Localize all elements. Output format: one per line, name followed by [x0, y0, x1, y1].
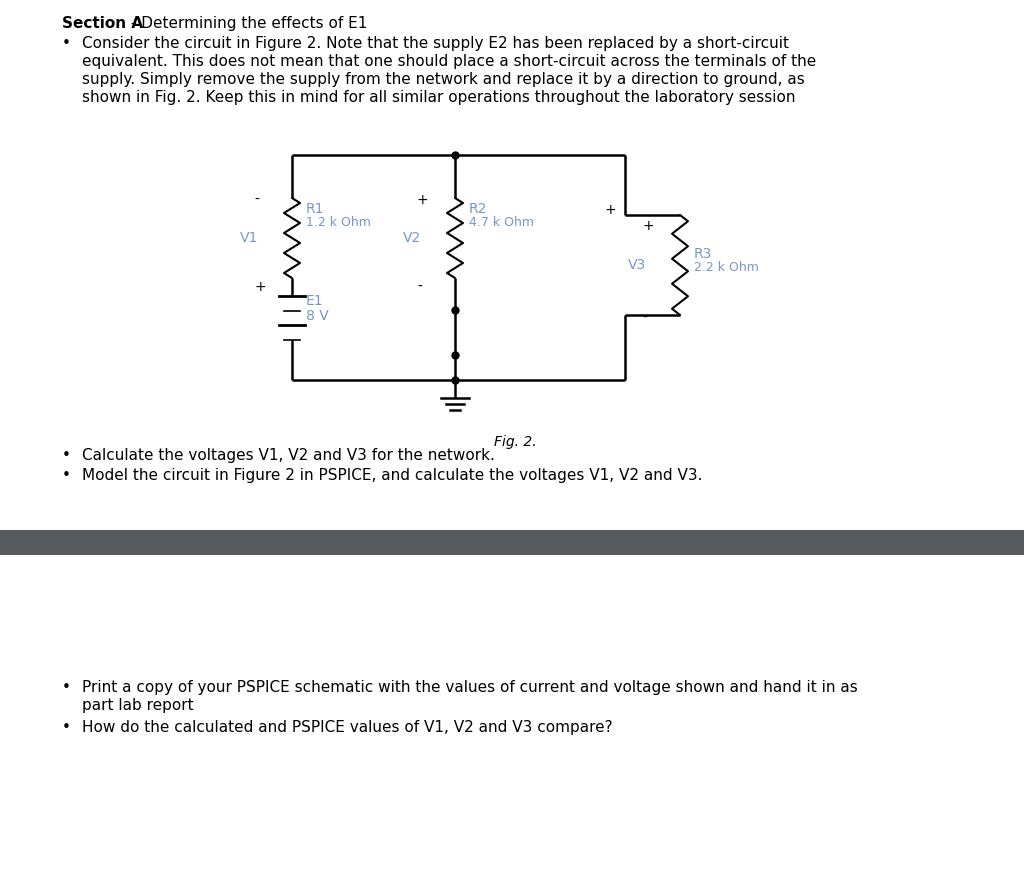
Text: 2.2 k Ohm: 2.2 k Ohm [694, 261, 759, 274]
Text: How do the calculated and PSPICE values of V1, V2 and V3 compare?: How do the calculated and PSPICE values … [82, 720, 612, 735]
Text: •: • [62, 468, 71, 483]
Text: •: • [62, 36, 71, 51]
Text: E1: E1 [306, 294, 324, 308]
Text: - Determining the effects of E1: - Determining the effects of E1 [126, 16, 368, 31]
Text: equivalent. This does not mean that one should place a short-circuit across the : equivalent. This does not mean that one … [82, 54, 816, 69]
Text: -: - [642, 311, 647, 325]
Text: +: + [254, 280, 265, 294]
Text: Print a copy of your PSPICE schematic with the values of current and voltage sho: Print a copy of your PSPICE schematic wi… [82, 680, 858, 695]
Text: •: • [62, 448, 71, 463]
Text: •: • [62, 720, 71, 735]
Text: Model the circuit in Figure 2 in PSPICE, and calculate the voltages V1, V2 and V: Model the circuit in Figure 2 in PSPICE,… [82, 468, 702, 483]
Text: -: - [254, 193, 259, 207]
Text: +: + [417, 193, 429, 207]
Text: R3: R3 [694, 247, 713, 261]
Text: -: - [417, 280, 422, 294]
Text: 1.2 k Ohm: 1.2 k Ohm [306, 216, 371, 229]
Text: 4.7 k Ohm: 4.7 k Ohm [469, 216, 534, 229]
Text: part lab report: part lab report [82, 698, 194, 713]
Text: V1: V1 [240, 231, 258, 245]
Text: shown in Fig. 2. Keep this in mind for all similar operations throughout the lab: shown in Fig. 2. Keep this in mind for a… [82, 90, 796, 105]
Text: •: • [62, 680, 71, 695]
Text: V2: V2 [403, 231, 421, 245]
Text: Fig. 2.: Fig. 2. [494, 435, 537, 449]
Text: R2: R2 [469, 202, 487, 216]
Bar [0, 530, 1024, 555]
Text: Calculate the voltages V1, V2 and V3 for the network.: Calculate the voltages V1, V2 and V3 for… [82, 448, 495, 463]
Text: supply. Simply remove the supply from the network and replace it by a direction : supply. Simply remove the supply from th… [82, 72, 805, 87]
Text: +: + [605, 203, 616, 217]
Text: +: + [642, 219, 653, 233]
Text: R1: R1 [306, 202, 325, 216]
Text: Consider the circuit in Figure 2. Note that the supply E2 has been replaced by a: Consider the circuit in Figure 2. Note t… [82, 36, 790, 51]
Text: Section A: Section A [62, 16, 143, 31]
Text: 8 V: 8 V [306, 309, 329, 323]
Text: V3: V3 [628, 258, 646, 272]
